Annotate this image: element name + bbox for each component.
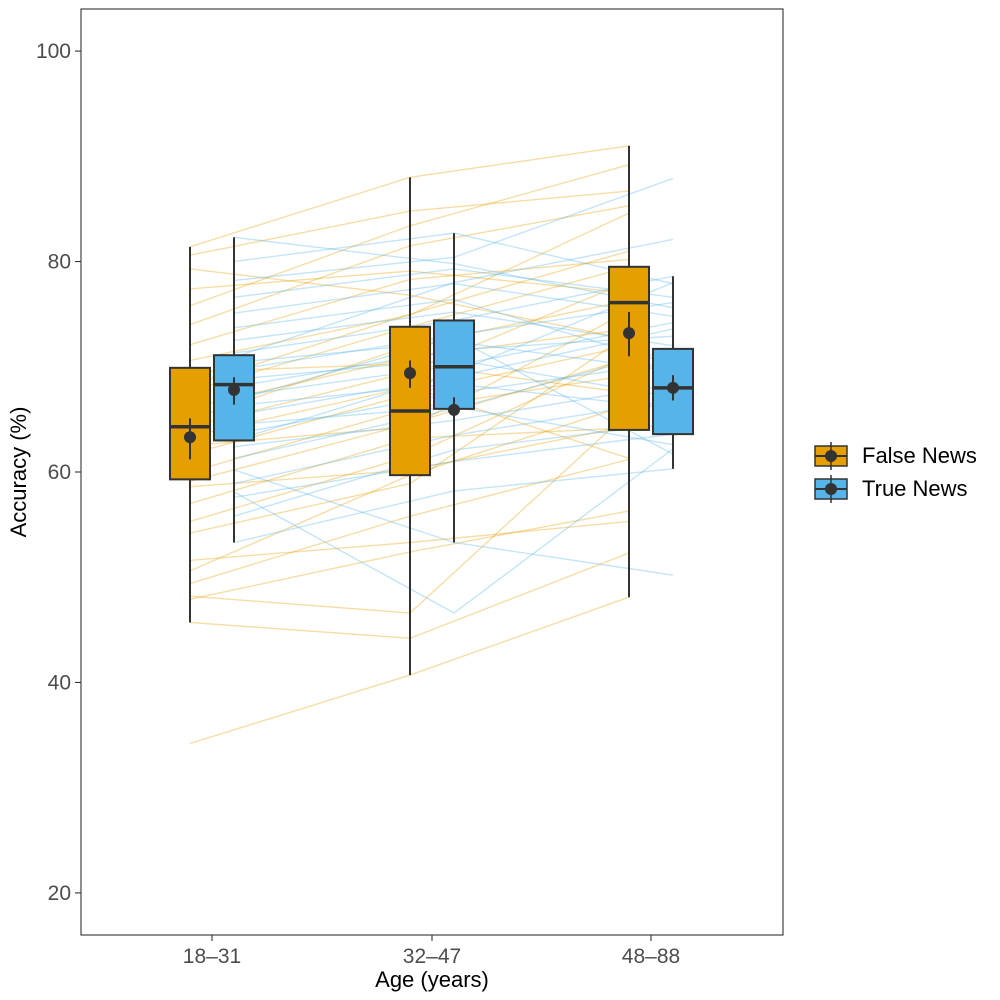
mean-point-false-news-3 <box>623 327 635 340</box>
legend: False News True News <box>814 442 977 503</box>
y-tick-label-20: 20 <box>48 882 71 905</box>
x-tick-label-2: 32–47 <box>403 945 461 968</box>
boxplot-boxes <box>169 145 694 676</box>
x-axis-title: Age (years) <box>375 967 489 992</box>
box-false-news-2 <box>389 177 431 676</box>
participant-line-true-news-25 <box>233 448 674 614</box>
y-tick-label-100: 100 <box>36 40 71 63</box>
box-true-news-1 <box>213 237 255 543</box>
mean-point-true-news-2 <box>448 403 460 416</box>
x-tick-label-3: 48–88 <box>622 945 680 968</box>
legend-point-false-news <box>825 450 837 462</box>
x-axis: 18–31 32–47 48–88 <box>183 935 680 968</box>
box-body-true-news-2 <box>433 319 475 410</box>
y-axis-title: Accuracy (%) <box>6 407 31 538</box>
x-tick-label-1: 18–31 <box>183 945 241 968</box>
box-true-news-3 <box>652 276 694 469</box>
mean-point-false-news-1 <box>184 431 196 444</box>
legend-point-true-news <box>825 483 837 495</box>
y-tick-label-80: 80 <box>48 251 71 274</box>
y-tick-label-60: 60 <box>48 461 71 484</box>
mean-point-false-news-2 <box>404 367 416 380</box>
y-tick-label-40: 40 <box>48 671 71 694</box>
legend-key-true-news <box>814 475 848 503</box>
mean-point-true-news-3 <box>667 381 679 394</box>
box-body-false-news-2 <box>389 325 431 477</box>
legend-key-false-news <box>814 442 848 470</box>
mean-point-true-news-1 <box>228 383 240 396</box>
y-axis: 20 40 60 80 100 <box>36 40 81 905</box>
legend-label-true-news: True News <box>862 476 968 501</box>
box-true-news-2 <box>433 233 475 543</box>
legend-label-false-news: False News <box>862 443 977 468</box>
box-false-news-3 <box>608 145 650 598</box>
box-false-news-1 <box>169 246 211 623</box>
